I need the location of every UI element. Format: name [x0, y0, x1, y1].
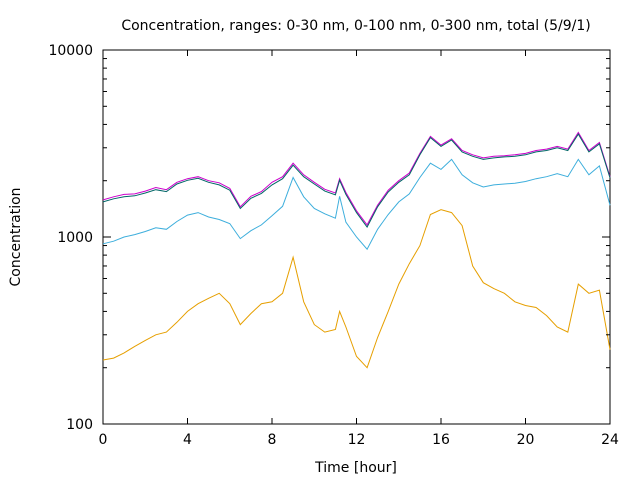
- y-axis-label: Concentration: [8, 187, 24, 286]
- y-axis: 100 1000 10000: [48, 43, 610, 433]
- series-line-4: [102, 209, 611, 369]
- x-tick-label: 20: [517, 432, 535, 448]
- y-tick-label: 1000: [57, 230, 93, 246]
- y-tick-label: 100: [66, 417, 93, 433]
- x-axis: 0 4 8 12 16 20 24: [99, 50, 619, 448]
- series-layer: [102, 131, 611, 369]
- x-axis-label: Time [hour]: [314, 460, 397, 476]
- x-tick-label: 12: [348, 432, 366, 448]
- chart-title: Concentration, ranges: 0-30 nm, 0-100 nm…: [121, 18, 590, 34]
- x-tick-label: 4: [183, 432, 192, 448]
- x-tick-label: 0: [99, 432, 108, 448]
- series-line-3: [102, 158, 611, 251]
- series-line-1: [102, 131, 611, 226]
- x-tick-label: 16: [432, 432, 450, 448]
- series-line-2: [102, 133, 611, 229]
- x-tick-label: 8: [268, 432, 277, 448]
- y-tick-label: 10000: [48, 43, 93, 59]
- x-tick-label: 24: [601, 432, 619, 448]
